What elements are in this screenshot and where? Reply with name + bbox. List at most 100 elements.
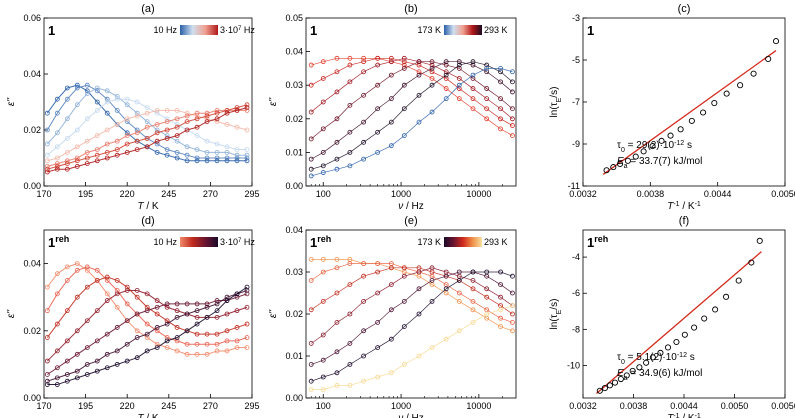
data-point [154,328,160,334]
data-point [347,102,353,108]
y-axis-variable-sub: E [556,309,563,314]
data-point [244,102,250,108]
data-point [84,91,90,96]
data-point [134,130,140,136]
data-point [164,318,170,324]
data-point [204,155,210,161]
data-point [498,324,503,330]
data-point [429,82,435,88]
data-point [649,354,656,361]
data-point [74,85,80,91]
annotation-tau-exp: -12 [677,352,687,359]
data-point [347,163,353,169]
data-point [194,110,200,116]
data-point [154,138,160,144]
legend-high-sup: 7 [238,238,242,244]
data-point [234,338,240,344]
data-point [375,269,381,275]
data-point [184,301,190,307]
y-tick-label: 0.06 [23,13,41,23]
data-point [308,166,314,172]
plot-area [596,237,763,394]
plot-area [44,261,250,387]
data-point [748,259,755,266]
annotation-ea: Ea = 34.9(6) kJ/mol [617,368,702,382]
data-point [498,294,503,300]
data-point [64,116,70,122]
data-point [224,311,230,317]
data-point [64,135,70,141]
x-tick-label: 245 [161,401,176,411]
legend-low-label: 173 K [417,25,441,35]
data-point [443,273,449,279]
y-axis-label: ε'' [268,309,279,318]
data-point [772,38,780,45]
data-point [214,149,220,155]
data-point [134,113,140,119]
data-point [510,79,515,85]
data-point [308,136,314,142]
panel-e: (e) 100 1000 10000 0.00 0.01 0.02 0.03 0.04 ν / H… [268,215,517,418]
data-point [375,261,381,267]
data-point [375,129,381,135]
data-point [596,387,603,394]
data-point [184,127,190,133]
data-point [114,152,120,158]
data-point [320,126,326,132]
compound-number: 1 [310,23,317,38]
compound-superscript: reh [594,234,608,244]
data-point [114,138,120,144]
data-point [174,314,180,320]
series-6 [44,102,250,172]
legend-color-bar [180,25,218,35]
data-point [244,288,250,293]
data-point [308,256,314,262]
series-line [310,57,513,120]
data-point [214,155,220,161]
data-point [94,88,100,94]
data-point [308,173,314,179]
data-point [144,105,150,110]
data-point [308,307,314,313]
data-point [224,108,230,113]
data-point [334,116,340,122]
data-point [124,318,130,324]
data-point [334,319,340,325]
data-point [401,62,407,68]
data-point [320,387,326,393]
data-point [74,127,80,133]
data-point [470,96,476,102]
data-point [375,319,381,325]
data-point [204,341,210,347]
data-point [104,274,110,280]
data-point [54,348,60,354]
data-point [54,161,60,167]
data-point [104,99,110,105]
data-point [388,307,394,313]
data-point [347,149,353,155]
series-line [47,104,248,170]
data-point [416,353,422,359]
data-point [334,382,340,388]
data-point [388,282,394,288]
annotation-ea-sub: a [624,375,628,382]
data-point [401,59,407,65]
data-point [443,62,449,68]
data-point [470,298,476,304]
data-point [320,332,326,338]
series-7 [44,105,250,175]
data-point [224,110,230,116]
series-4 [308,59,515,162]
plot-frame [43,17,253,187]
data-point [184,341,190,347]
data-point [174,301,180,307]
data-point [456,277,462,283]
data-point [174,133,180,139]
data-point [401,265,407,271]
series-line [311,271,513,365]
data-point [64,161,70,167]
data-point [104,88,110,94]
data-point [443,76,449,81]
x-axis-unit: / K [144,413,159,418]
data-point [174,116,180,122]
